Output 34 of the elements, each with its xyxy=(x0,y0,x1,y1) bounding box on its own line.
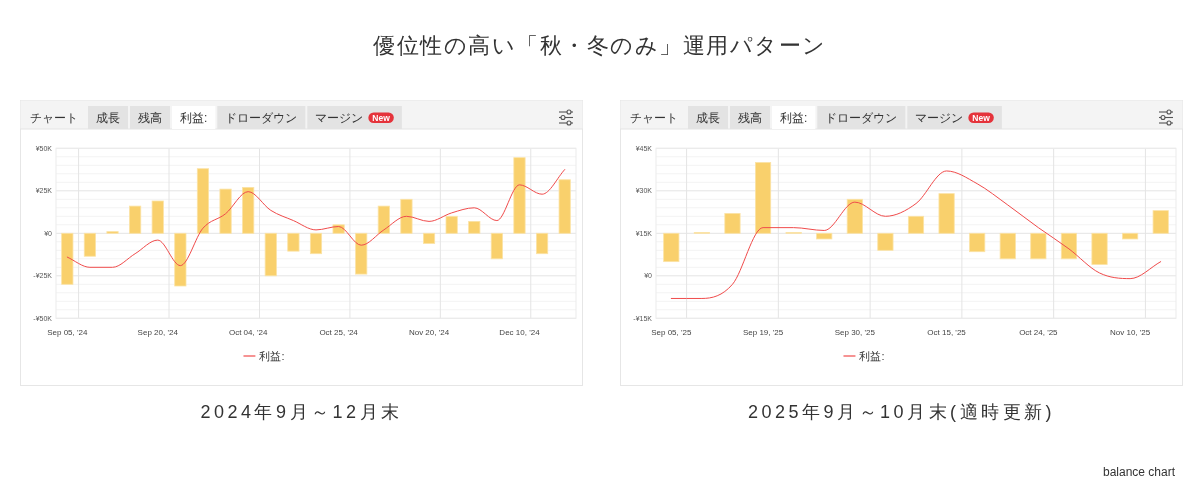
text: マージン xyxy=(315,111,364,125)
text: 成長 xyxy=(696,111,720,125)
legend-label: 利益: xyxy=(259,350,285,362)
text: チャート xyxy=(30,111,78,125)
x-tick-label: Sep 30, '25 xyxy=(834,328,876,338)
x-tick-label: Nov 20, '24 xyxy=(408,328,450,338)
x-tick-label: Oct 15, '25 xyxy=(927,328,967,338)
x-tick-label: Oct 24, '25 xyxy=(1019,328,1059,338)
x-tick-label: Sep 05, '24 xyxy=(47,328,88,338)
text: 2025年9月～10月末(適時更新) xyxy=(747,402,1056,422)
text: 残高 xyxy=(738,111,762,125)
text: 利益: xyxy=(180,111,208,125)
text: ドローダウン xyxy=(825,111,898,125)
x-tick-label: Dec 10, '24 xyxy=(499,328,541,338)
x-tick-label: Oct 25, '24 xyxy=(319,328,359,338)
text: balance chart xyxy=(1102,465,1176,479)
x-tick-label: Nov 10, '25 xyxy=(1110,328,1151,338)
x-tick-label: Sep 20, '24 xyxy=(137,328,179,338)
text: 2024年9月～12月末 xyxy=(200,402,403,422)
legend-label: 利益: xyxy=(859,350,885,362)
text: マージン xyxy=(915,111,964,125)
text: 利益: xyxy=(780,111,808,125)
x-tick-label: Sep 05, '25 xyxy=(651,328,692,338)
legend: 利益: xyxy=(842,350,885,362)
text: チャート xyxy=(630,111,678,125)
text: 優位性の高い「秋・冬のみ」運用パターン xyxy=(373,33,827,58)
x-tick-label: Sep 19, '25 xyxy=(742,328,784,338)
text: New xyxy=(972,113,991,123)
text: ドローダウン xyxy=(225,111,298,125)
text: New xyxy=(372,113,391,123)
text: 残高 xyxy=(138,111,162,125)
legend: 利益: xyxy=(242,350,285,362)
x-tick-label: Oct 04, '24 xyxy=(228,328,268,338)
text: 成長 xyxy=(96,111,120,125)
